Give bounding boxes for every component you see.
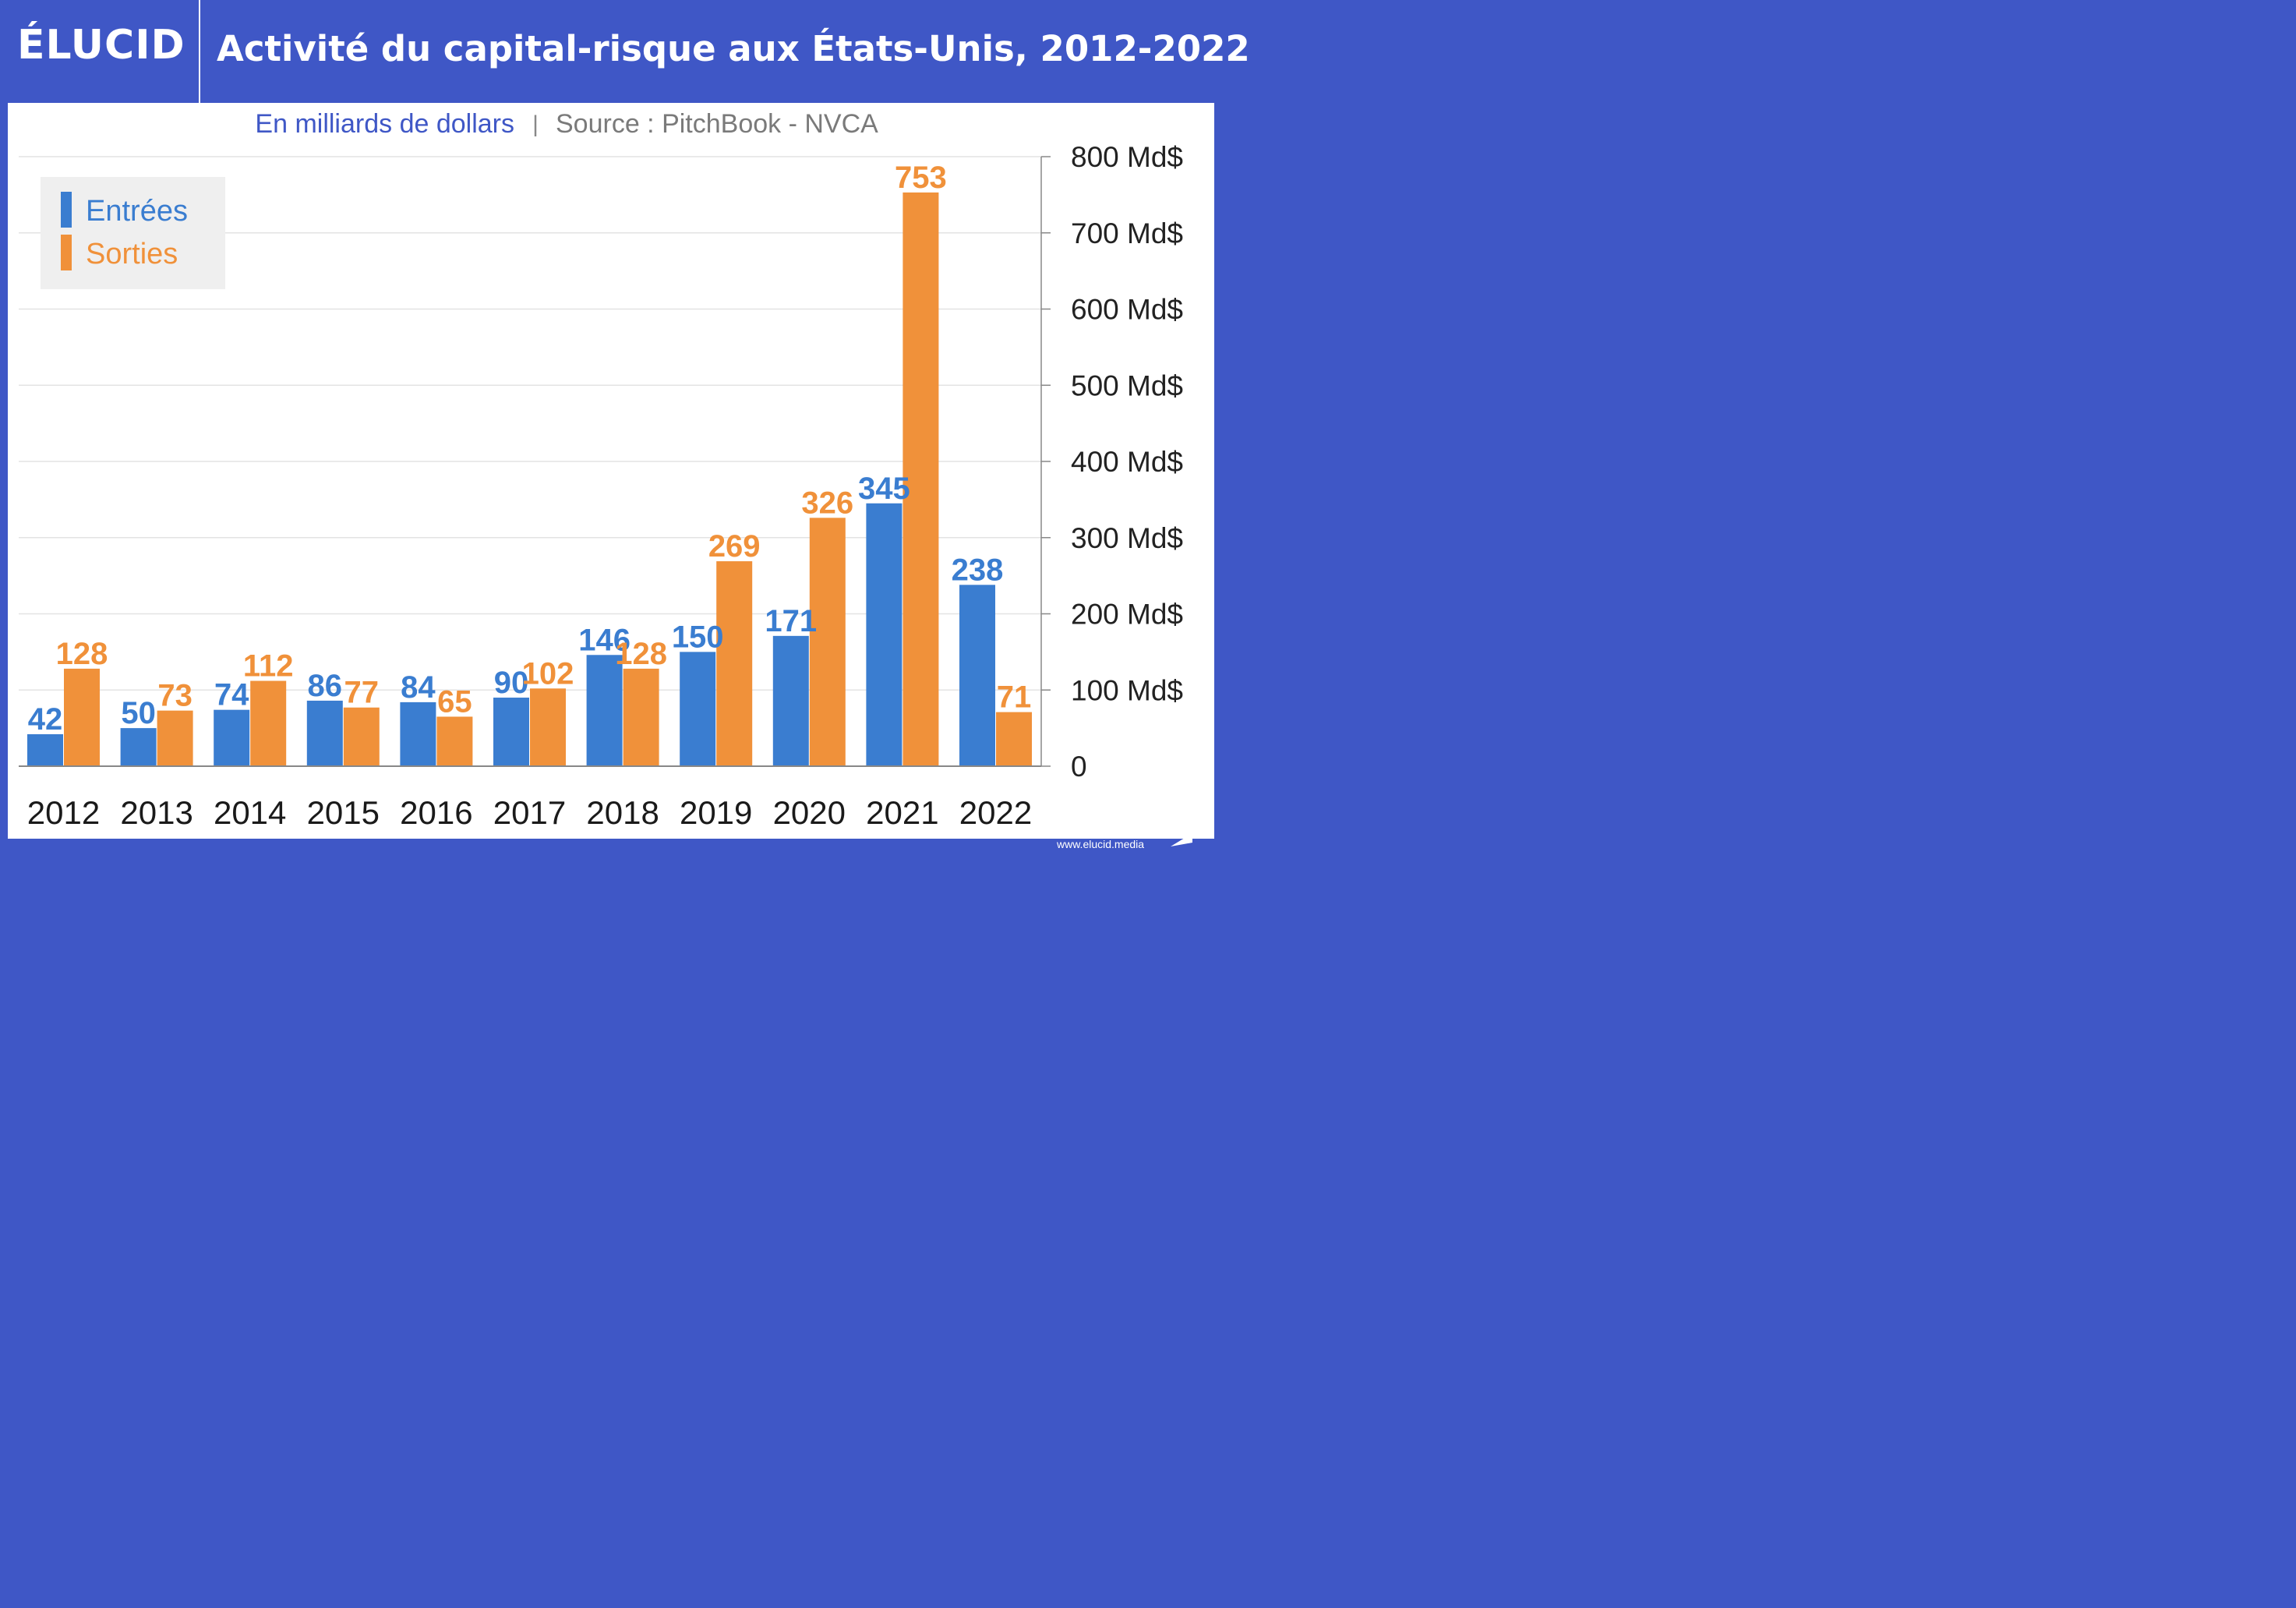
header: ÉLUCID Activité du capital-risque aux Ét… [0,0,1250,103]
bar-sorties [343,707,380,766]
data-label-entrees: 238 [952,553,1004,587]
data-label-sorties: 112 [243,649,294,684]
chart-title: Activité du capital-risque aux États-Uni… [217,28,1250,69]
y-axis: 0 100 Md$ 200 Md$ 300 Md$ 400 Md$ 500 Md$ 600 … [19,141,1183,783]
bar-entrees [27,733,63,766]
header-divider [199,0,200,103]
subtitle-unit: En milliards de dollars [255,109,514,139]
bar-entrees [120,728,157,766]
data-label-entrees: 84 [401,670,436,705]
bar-entrees [306,700,343,766]
bar-entrees [959,585,995,766]
brand-logo: ÉLUCID [17,22,185,69]
y-tick-label: 100 Md$ [1071,674,1183,706]
subtitle-source: Source : PitchBook - NVCA [556,109,878,139]
bar-sorties [436,716,473,766]
x-tick-label: 2017 [493,794,566,831]
bar-sorties [530,688,566,766]
y-tick-label: 600 Md$ [1071,294,1183,326]
data-label-sorties: 65 [437,684,472,719]
x-tick-label: 2019 [680,794,752,831]
data-label-sorties: 269 [708,529,761,564]
y-tick-label: 400 Md$ [1071,446,1183,478]
x-tick-label: 2022 [959,794,1032,831]
legend-label-sorties: Sorties [86,238,178,270]
y-tick-label: 500 Md$ [1071,369,1183,401]
data-label-entrees: 171 [765,604,817,638]
bar-sorties [903,192,939,766]
subtitle-separator: | [532,111,539,137]
data-label-entrees: 146 [578,623,631,657]
data-label-sorties: 128 [615,637,667,671]
chart-panel: En milliards de dollars | Source : Pitch… [8,103,1214,839]
bars [27,192,1032,766]
x-tick-label: 2012 [27,794,100,831]
data-label-sorties: 128 [56,637,108,671]
bar-sorties [64,668,100,766]
x-axis-labels: 2012 2013 2014 2015 2016 2017 2018 2019 2020 2021… [27,794,1032,831]
bar-entrees [493,698,529,766]
bar-sorties [809,518,846,766]
bar-chart: En milliards de dollars | Source : Pitch… [19,109,1183,831]
data-label-entrees: 74 [214,678,249,712]
bar-entrees [400,702,436,766]
data-label-entrees: 50 [121,696,156,730]
footer-url: www.elucid.media [1057,838,1145,850]
data-label-sorties: 753 [895,161,947,195]
data-label-sorties: 102 [522,656,574,691]
data-label-entrees: 345 [858,472,910,506]
legend-label-entrees: Entrées [86,195,188,228]
x-tick-label: 2013 [120,794,193,831]
x-tick-label: 2016 [400,794,472,831]
y-tick-label: 0 [1071,751,1087,783]
x-tick-label: 2020 [773,794,846,831]
y-tick-label: 800 Md$ [1071,141,1183,173]
bar-sorties [716,561,753,766]
x-tick-label: 2014 [214,794,286,831]
infographic-frame: ÉLUCID Activité du capital-risque aux Ét… [0,0,1250,856]
legend-swatch-entrees [61,192,72,228]
bar-entrees [214,709,250,766]
bar-entrees [680,652,716,766]
data-label-sorties: 71 [997,680,1032,715]
legend-swatch-sorties [61,235,72,270]
bar-sorties [157,710,193,766]
data-label-entrees: 150 [672,620,724,654]
data-label-sorties: 77 [344,676,380,710]
bar-sorties [996,712,1032,766]
y-tick-label: 200 Md$ [1071,599,1183,631]
data-label-sorties: 73 [157,679,193,713]
data-label-sorties: 326 [801,486,853,520]
x-tick-label: 2018 [586,794,659,831]
data-label-entrees: 86 [308,669,343,703]
data-label-entrees: 90 [494,666,529,700]
bar-sorties [250,680,287,766]
bar-entrees [866,503,903,766]
arrow-logo-icon [1171,833,1192,846]
bar-entrees [772,635,809,766]
y-tick-label: 700 Md$ [1071,217,1183,249]
bar-sorties [623,668,659,766]
y-tick-label: 300 Md$ [1071,522,1183,554]
x-tick-label: 2021 [866,794,938,831]
bar-entrees [586,655,623,766]
x-tick-label: 2015 [307,794,380,831]
data-label-entrees: 42 [28,702,63,737]
legend: Entrées Sorties [41,177,225,289]
